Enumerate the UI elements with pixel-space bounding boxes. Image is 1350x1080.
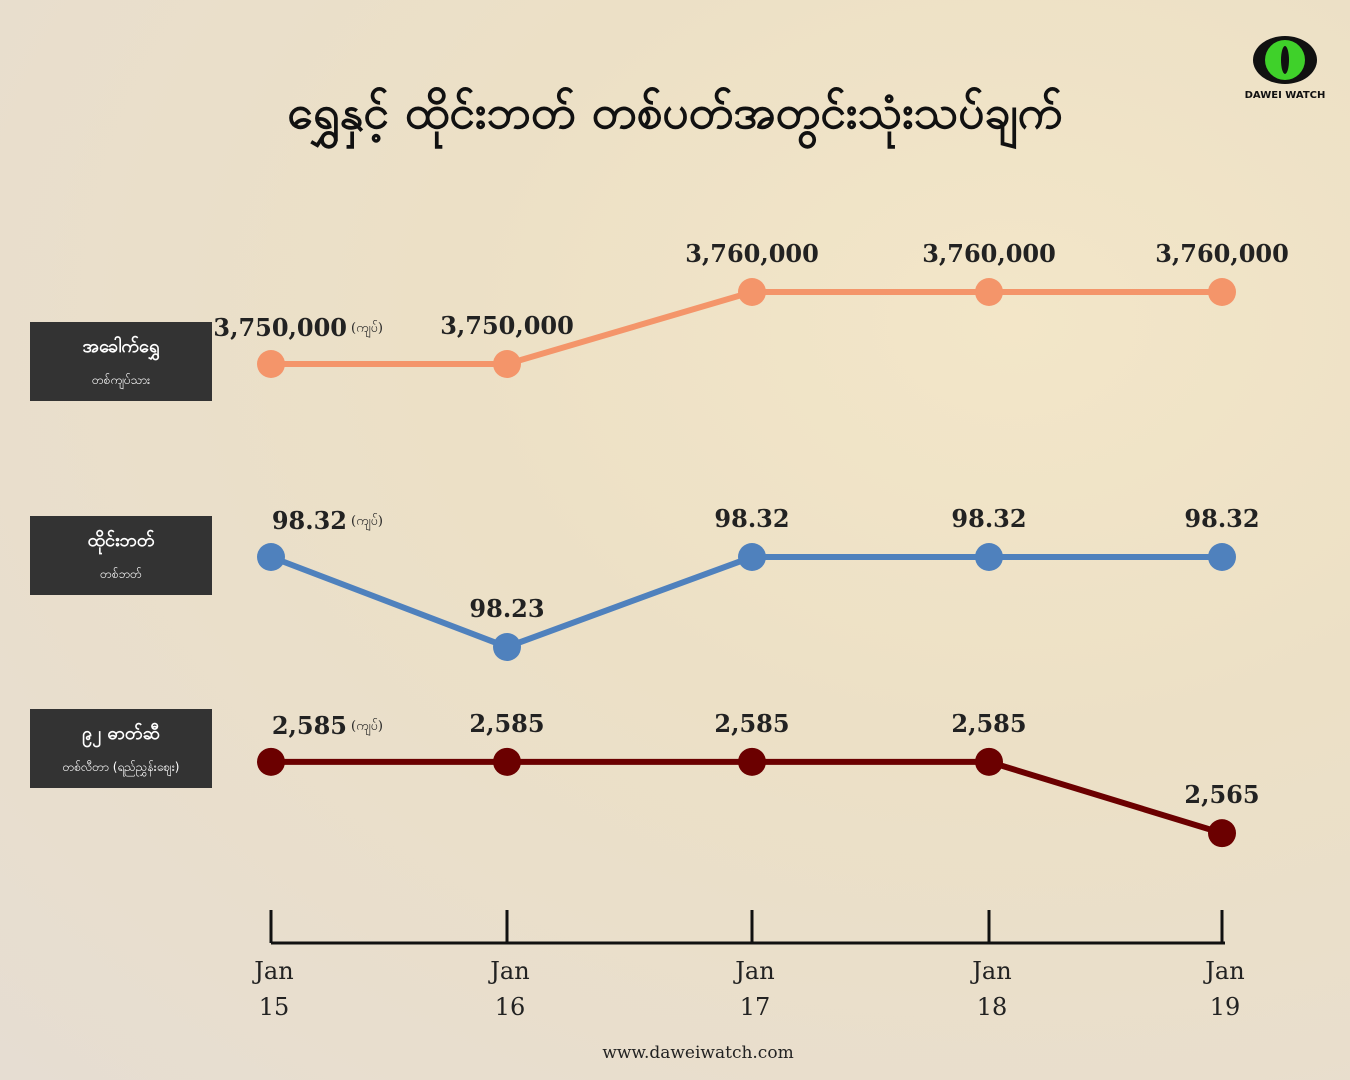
value-label: 2,585 [469, 709, 544, 738]
point [1208, 278, 1236, 306]
value-label: 98.23 [469, 594, 544, 623]
label-box [30, 709, 212, 788]
label-box [30, 516, 212, 595]
value-label: 2,585 [714, 709, 789, 738]
value-label: 98.32 [1184, 504, 1259, 533]
point [975, 543, 1003, 571]
series-line [269, 554, 1222, 651]
value-label: 2,565 [1184, 780, 1259, 809]
unit-label: (ကျပ်) [351, 320, 383, 338]
point [738, 278, 766, 306]
x-tick-label: Jan 19 [1205, 957, 1245, 1021]
logo-text: DAWEI WATCH [1245, 90, 1326, 101]
point [493, 350, 521, 378]
value-label: 3,750,000 [440, 311, 574, 340]
series-label: ၉၂ ဓာတ်ဆီ [82, 722, 160, 748]
value-label: 98.32 [951, 504, 1026, 533]
value-label: 3,760,000 [685, 239, 819, 268]
point [1208, 543, 1236, 571]
label-box [30, 322, 212, 401]
x-tick-label: Jan 18 [972, 957, 1012, 1021]
point [738, 543, 766, 571]
point [1208, 819, 1236, 848]
point [738, 747, 766, 776]
title: ရွှေနှင့် ထိုင်းဘတ် တစ်ပတ်အတွင်းသုံးသပ်ခ… [287, 85, 1062, 150]
unit-label: (ကျပ်) [351, 513, 383, 531]
point [257, 543, 285, 571]
unit-label: (ကျပ်) [351, 718, 383, 736]
value-label: 3,750,000 [213, 313, 347, 342]
x-tick-label: Jan 17 [735, 957, 775, 1021]
point [257, 350, 285, 378]
series-sublabel: တစ်ကျပ်သား [92, 372, 150, 390]
x-tick-label: Jan 16 [490, 957, 530, 1021]
value-label: 2,585 [951, 709, 1026, 738]
series-label: ထိုင်းဘတ် [88, 529, 155, 555]
point [493, 633, 521, 661]
point [493, 747, 521, 776]
footer: www.daweiwatch.com [602, 1043, 793, 1063]
point [975, 278, 1003, 306]
value-label: 98.32 [272, 506, 347, 535]
value-label: 3,760,000 [1155, 239, 1289, 268]
series-label: အခေါက်ရွှေ [83, 335, 160, 361]
value-label: 2,585 [272, 711, 347, 740]
series-sublabel: တစ်လီတာ (ရည်ညွှန်းဈေး) [63, 759, 180, 777]
series-sublabel: တစ်ဘတ် [100, 566, 142, 581]
logo-pupil [1281, 46, 1289, 74]
point [975, 747, 1003, 776]
point [257, 747, 285, 776]
value-label: 3,760,000 [922, 239, 1056, 268]
value-label: 98.32 [714, 504, 789, 533]
x-tick-label: Jan 15 [254, 957, 294, 1021]
